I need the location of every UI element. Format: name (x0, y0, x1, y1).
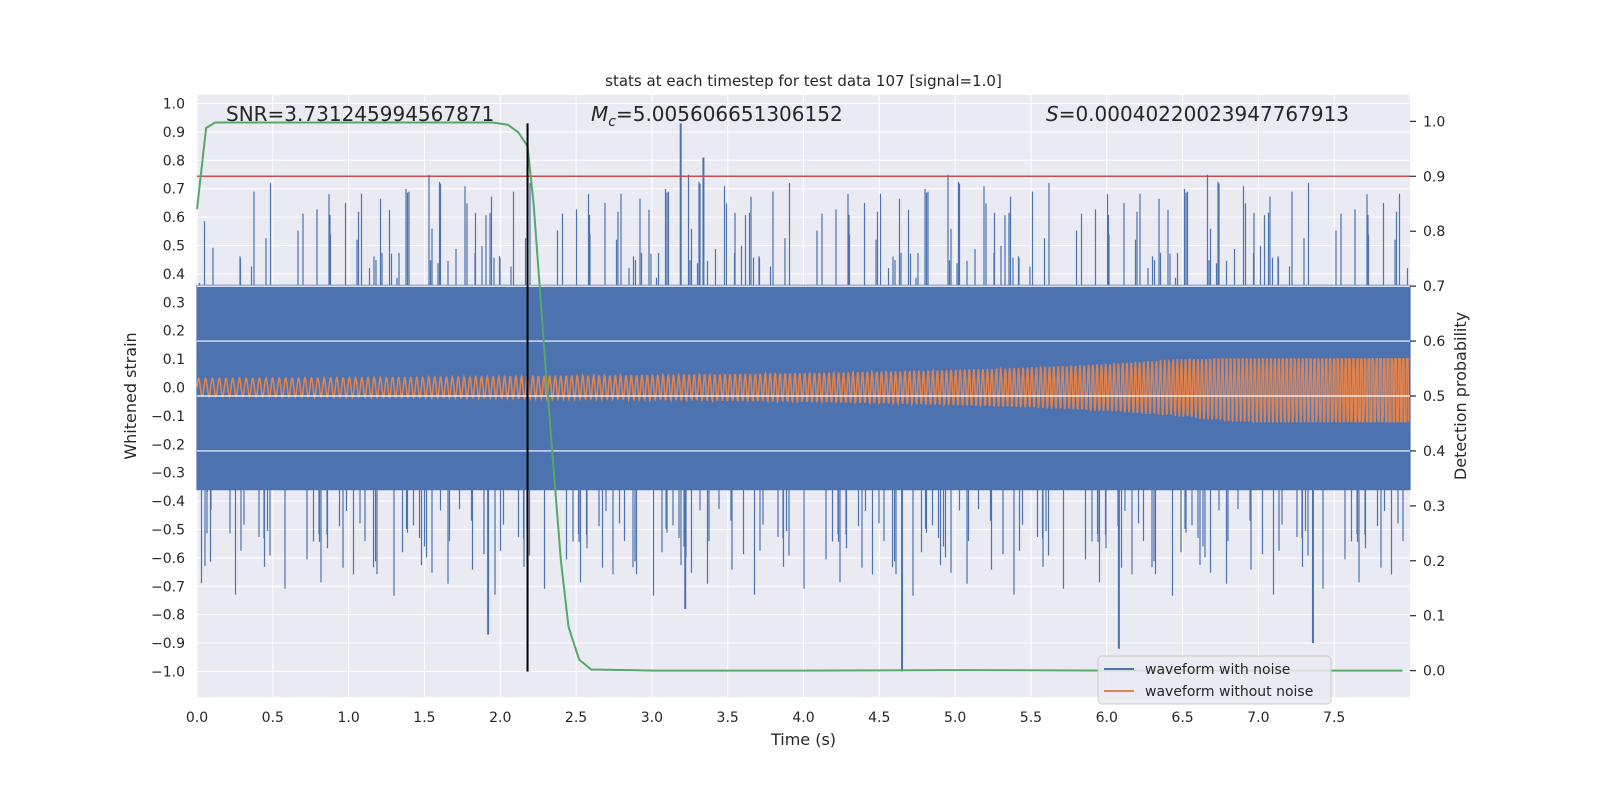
chirp-mass-annotation: Mc=5.005606651306152 (591, 102, 843, 130)
clean-series (196, 357, 1410, 424)
chart-title: stats at each timestep for test data 107… (605, 72, 1002, 90)
y-axis-label-right: Detection probability (1451, 312, 1470, 480)
y-left-tick-label: −0.2 (151, 437, 185, 453)
y-right-tick-label: 0.6 (1423, 334, 1445, 350)
right-axis-grid (197, 285, 1410, 452)
y-right-tick-label: 0.7 (1423, 279, 1445, 295)
y-right-tick-label: 0.4 (1423, 444, 1445, 460)
y-right-tick-label: 1.0 (1423, 114, 1445, 130)
y-left-tick-label: −0.8 (151, 608, 185, 624)
y-left-tick-label: −0.1 (151, 409, 185, 425)
x-tick-label: 7.0 (1247, 710, 1269, 726)
x-tick-label: 5.5 (1020, 710, 1042, 726)
y-left-tick-label: 0.7 (163, 182, 185, 198)
x-tick-label: 2.0 (489, 710, 511, 726)
y-right-tick-label: 0.1 (1423, 609, 1445, 625)
x-tick-label: 2.5 (565, 710, 587, 726)
y-left-tick-label: −0.5 (151, 522, 185, 538)
x-tick-label: 5.0 (944, 710, 966, 726)
legend-label: waveform with noise (1145, 662, 1290, 678)
axes: 0.0 0.5 1.0 1.5 2.0 2.5 3.0 3.5 4.0 4.5 5.0 5.5 6.0 6… (151, 97, 1445, 726)
x-tick-label: 3.5 (717, 710, 739, 726)
snr-annotation: SNR=3.731245994567871 (226, 102, 494, 126)
y-left-tick-label: 0.8 (163, 153, 185, 169)
s-value: =0.00040220023947767913 (1059, 102, 1349, 126)
x-tick-label: 4.5 (868, 710, 890, 726)
s-symbol: S (1046, 102, 1059, 126)
x-tick-label: 1.0 (337, 710, 359, 726)
y-left-tick-label: −0.4 (151, 494, 185, 510)
y-left-tick-label: −1.0 (151, 664, 185, 680)
x-tick-label: 6.5 (1171, 710, 1193, 726)
y-left-tick-label: 0.6 (163, 210, 185, 226)
y-left-tick-label: −0.3 (151, 466, 185, 482)
y-left-tick-label: 1.0 (163, 97, 185, 113)
chirp-mass-subscript: c (608, 114, 616, 130)
s-annotation: S=0.00040220023947767913 (1046, 102, 1349, 126)
y-left-tick-label: −0.6 (151, 551, 185, 567)
x-tick-label: 7.5 (1323, 710, 1345, 726)
y-left-tick-label: 0.0 (163, 380, 185, 396)
chirp-mass-value: =5.005606651306152 (616, 102, 843, 126)
chirp-mass-symbol: M (591, 102, 608, 126)
legend-frame (1097, 655, 1332, 705)
x-tick-label: 0.0 (186, 710, 208, 726)
y-left-tick-label: 0.4 (163, 267, 185, 283)
x-tick-label: 0.5 (262, 710, 284, 726)
legend-label: waveform without noise (1145, 684, 1313, 700)
y-left-tick-label: 0.1 (163, 352, 185, 368)
y-right-tick-label: 0.0 (1423, 664, 1445, 680)
y-right-tick-label: 0.9 (1423, 169, 1445, 185)
x-tick-label: 1.5 (413, 710, 435, 726)
detection-probability-line (196, 121, 1403, 672)
overlay (196, 121, 1410, 672)
y-axis-label-left: Whitened strain (121, 332, 140, 459)
y-left-tick-label: −0.9 (151, 636, 185, 652)
y-right-tick-label: 0.8 (1423, 224, 1445, 240)
y-left-tick-label: 0.5 (163, 239, 185, 255)
y-left-tick-label: −0.7 (151, 579, 185, 595)
y-right-tick-label: 0.5 (1423, 389, 1445, 405)
x-tick-label: 3.0 (641, 710, 663, 726)
y-right-tick-label: 0.2 (1423, 554, 1445, 570)
x-tick-label: 4.0 (792, 710, 814, 726)
legend: waveform with noise waveform without nois… (1097, 655, 1332, 705)
y-right-tick-label: 0.3 (1423, 499, 1445, 515)
y-left-tick-label: 0.3 (163, 295, 185, 311)
x-tick-label: 6.0 (1096, 710, 1118, 726)
y-left-tick-label: 0.9 (163, 125, 185, 141)
y-left-tick-label: 0.2 (163, 324, 185, 340)
x-axis-label: Time (s) (770, 730, 836, 749)
clean-waveform (196, 357, 1410, 424)
